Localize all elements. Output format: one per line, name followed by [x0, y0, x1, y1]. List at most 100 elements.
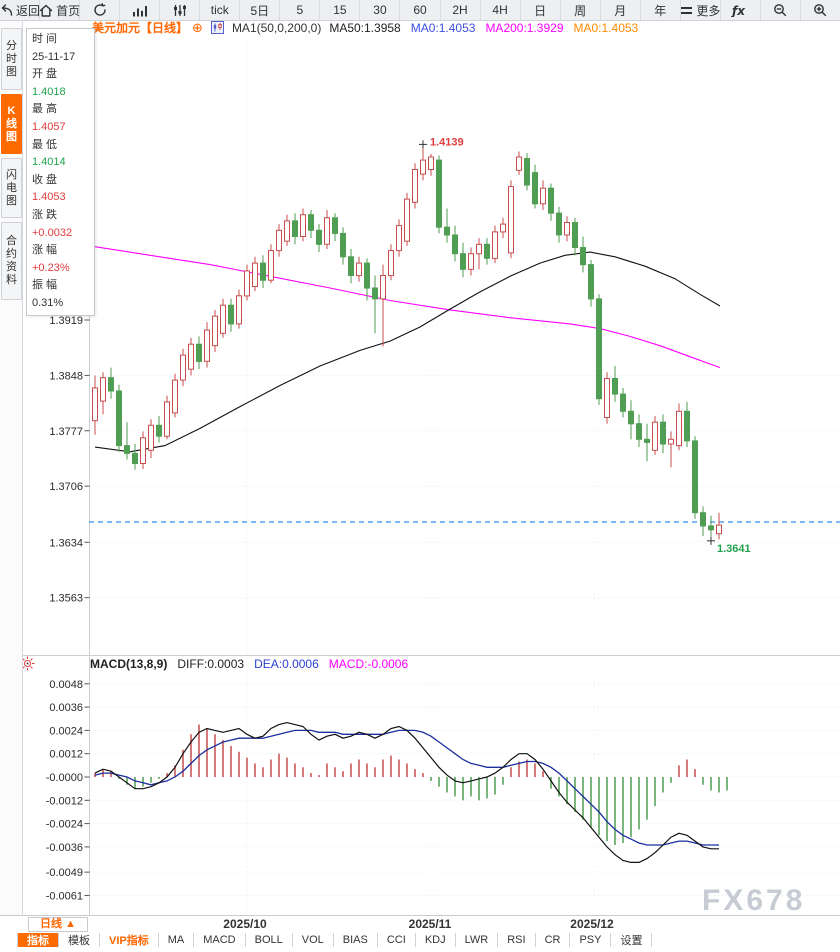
- info-value-3: 1.4014: [32, 156, 66, 169]
- tab-time-chart[interactable]: 分时图: [1, 28, 22, 90]
- tab-lightning-chart[interactable]: 闪电图: [1, 158, 22, 218]
- indicator-lwr[interactable]: LWR: [456, 933, 499, 947]
- ma-settings-label: MA1(50,0,200,0): [231, 20, 322, 35]
- period-weekly[interactable]: 周: [561, 0, 601, 20]
- month-label-2025/11: 2025/11: [408, 917, 452, 931]
- svg-text:1.3706: 1.3706: [49, 481, 83, 493]
- zoom-out-icon: [773, 3, 787, 17]
- svg-text:1.3563: 1.3563: [49, 593, 83, 605]
- period-30min[interactable]: 30: [360, 0, 401, 20]
- period-2h-label: 2H: [452, 3, 468, 17]
- indicator-boll[interactable]: BOLL: [246, 933, 293, 947]
- indicator-kdj[interactable]: KDJ: [416, 933, 456, 947]
- period-5day[interactable]: 5日: [240, 0, 281, 20]
- svg-text:-0.0012: -0.0012: [46, 795, 83, 807]
- period-30min-label: 30: [373, 3, 387, 17]
- kline-mini-icon[interactable]: [210, 21, 224, 34]
- svg-text:ƒx: ƒx: [731, 4, 746, 17]
- chart-type-button[interactable]: [120, 0, 161, 20]
- more-button[interactable]: 更多: [681, 0, 721, 20]
- back-button[interactable]: 返回: [0, 0, 41, 20]
- refresh-button[interactable]: [80, 0, 121, 20]
- svg-text:1.3848: 1.3848: [49, 370, 83, 382]
- tab-contract-info[interactable]: 合约资料: [1, 222, 22, 300]
- toolbar-spacer: [0, 933, 18, 947]
- home-button[interactable]: 首页: [39, 0, 81, 20]
- period-tick[interactable]: tick: [200, 0, 241, 20]
- period-2h[interactable]: 2H: [441, 0, 481, 20]
- macd-legend: DIFF:0.0003 DEA:0.0006 MACD:-0.0006: [177, 657, 408, 671]
- info-label-6: 涨 幅: [32, 244, 58, 257]
- svg-text:1.3634: 1.3634: [49, 537, 83, 549]
- indicator-settings[interactable]: 设置: [611, 933, 653, 947]
- info-value-6: +0.23%: [32, 261, 70, 274]
- back-arrow-icon: [0, 3, 13, 17]
- indicator-cci[interactable]: CCI: [378, 933, 416, 947]
- fx-indicator-button[interactable]: ƒx: [721, 0, 761, 20]
- svg-text:0.0036: 0.0036: [49, 702, 83, 714]
- ma-legend: MA50:1.3958 MA0:1.4053 MA200:1.3929 MA0:1.4…: [329, 21, 638, 35]
- zoom-out-button[interactable]: [761, 0, 801, 20]
- indicator-macd[interactable]: MACD: [194, 933, 246, 947]
- indicator-bias[interactable]: BIAS: [334, 933, 378, 947]
- macd-title: MACD(13,8,9): [90, 657, 168, 671]
- symbol-title: 美元加元【日线】: [92, 21, 189, 35]
- month-label-2025/12: 2025/12: [570, 917, 614, 931]
- ma-legend-item-3: MA0:1.4053: [573, 20, 639, 35]
- info-label-5: 涨 跌: [32, 208, 58, 221]
- indicator-rsi[interactable]: RSI: [498, 933, 536, 947]
- ma-legend-item-2: MA200:1.3929: [485, 20, 564, 35]
- svg-text:0.0012: 0.0012: [49, 749, 83, 761]
- period-5min-label: 5: [296, 3, 304, 17]
- period-60min[interactable]: 60: [400, 0, 441, 20]
- info-label-1: 开 盘: [32, 68, 58, 81]
- fx-icon: ƒx: [731, 4, 749, 17]
- back-button-label: 返回: [16, 3, 41, 18]
- period-5min[interactable]: 5: [280, 0, 321, 20]
- macd-layer: [94, 721, 728, 864]
- info-label-2: 最 高: [32, 103, 58, 116]
- ma-legend-item-0: MA50:1.3958: [329, 20, 401, 35]
- svg-text:-0.0036: -0.0036: [46, 842, 83, 854]
- period-60min-label: 60: [413, 3, 427, 17]
- period-monthly[interactable]: 月: [601, 0, 641, 20]
- svg-text:1.3919: 1.3919: [49, 315, 83, 327]
- tab-vip-indicators[interactable]: VIP指标: [100, 933, 159, 947]
- info-label-3: 最 低: [32, 138, 58, 151]
- period-15min[interactable]: 15: [320, 0, 361, 20]
- period-tick-label: tick: [210, 3, 229, 17]
- macd-legend-item-1: DEA:0.0006: [254, 657, 319, 671]
- indicator-ma[interactable]: MA: [159, 933, 195, 947]
- svg-text:1.4139: 1.4139: [430, 136, 464, 148]
- ohlc-info-panel: 时 间 25-11-17 开 盘 1.4018 最 高 1.4057 最 低 1.4014 收 …: [26, 28, 95, 316]
- indicator-psy[interactable]: PSY: [570, 933, 612, 947]
- indicator-settings-button[interactable]: [160, 0, 201, 20]
- tab-indicators[interactable]: 指标: [18, 933, 59, 947]
- tab-templates[interactable]: 模板: [59, 933, 100, 947]
- period-4h[interactable]: 4H: [481, 0, 521, 20]
- indicator-vol[interactable]: VOL: [293, 933, 334, 947]
- chart-header: 美元加元【日线】 ⊕ MA1(50,0,200,0) MA50:1.3958 MA…: [92, 19, 638, 36]
- period-dropdown-button[interactable]: 日线 ▲: [28, 917, 88, 932]
- home-button-label: 首页: [56, 3, 81, 18]
- info-value-2: 1.4057: [32, 120, 66, 133]
- info-label-4: 收 盘: [32, 173, 58, 186]
- svg-text:-0.0049: -0.0049: [46, 867, 83, 879]
- zoom-in-button[interactable]: [801, 0, 840, 20]
- info-value-0: 25-11-17: [32, 50, 76, 63]
- indicator-cr[interactable]: CR: [536, 933, 571, 947]
- circle-plus-icon[interactable]: ⊕: [192, 19, 203, 35]
- info-value-1: 1.4018: [32, 85, 66, 98]
- period-daily[interactable]: 日: [521, 0, 561, 20]
- bar-chart-icon: [132, 4, 148, 17]
- period-yearly[interactable]: 年: [641, 0, 681, 20]
- svg-text:0.0048: 0.0048: [49, 679, 83, 691]
- svg-text:1.3777: 1.3777: [49, 426, 83, 438]
- axis-labels: 1.3919 1.3848 1.3777 1.3706 1.3634 1.3563 0.00…: [46, 315, 90, 902]
- sliders-icon: [173, 4, 187, 17]
- macd-legend-item-2: MACD:-0.0006: [328, 657, 409, 671]
